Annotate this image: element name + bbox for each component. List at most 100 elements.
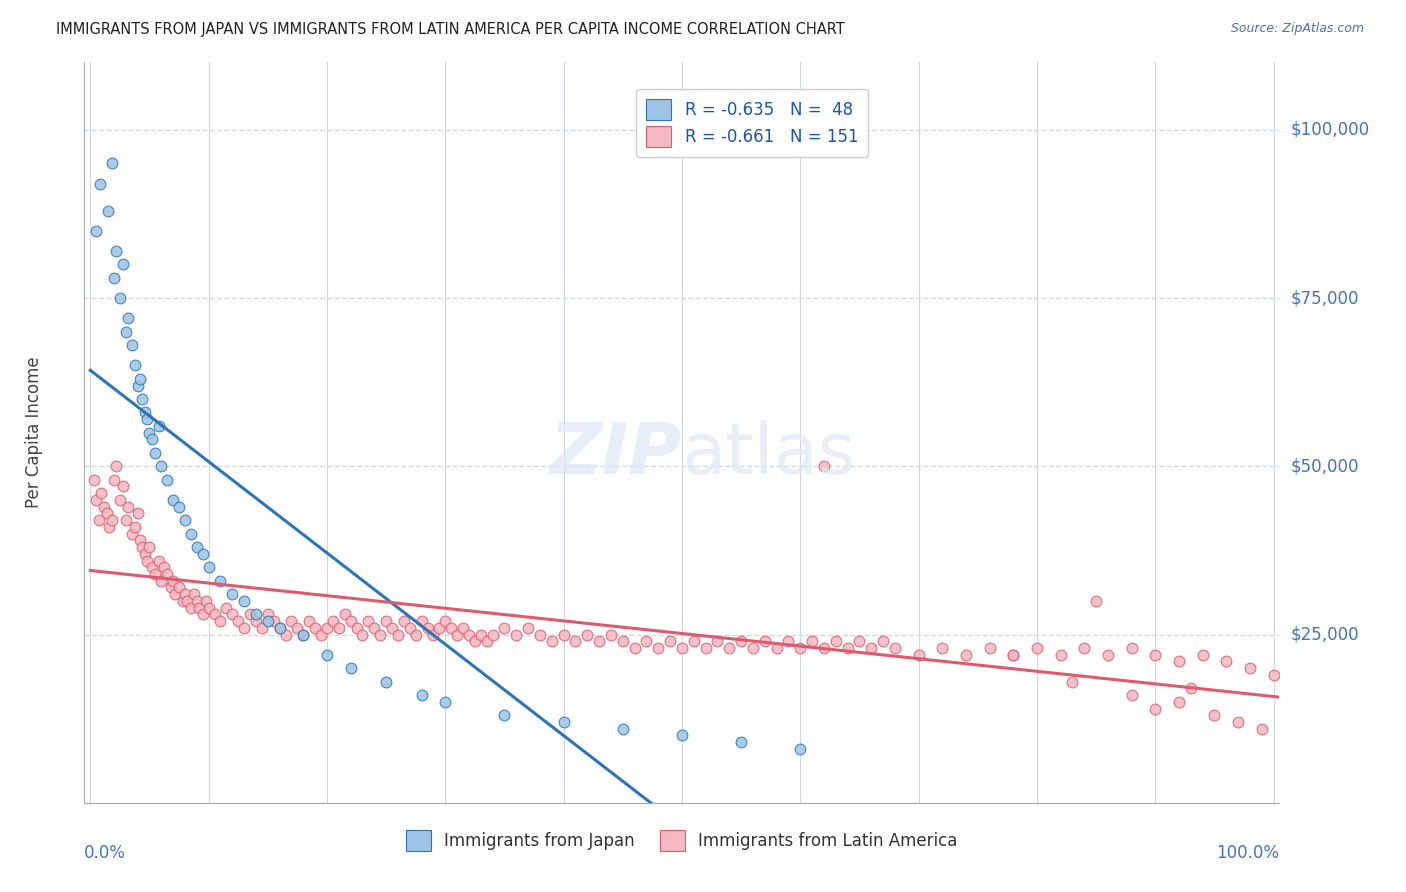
Point <box>647 640 669 655</box>
Text: 100.0%: 100.0% <box>1216 844 1279 862</box>
Point <box>1204 708 1226 723</box>
Point <box>108 291 131 305</box>
Point <box>172 594 194 608</box>
Point <box>148 553 170 567</box>
Point <box>979 640 1001 655</box>
Point <box>245 614 267 628</box>
Point <box>233 621 256 635</box>
Point <box>124 359 146 373</box>
Point <box>180 600 202 615</box>
Point <box>623 640 645 655</box>
Point <box>100 513 122 527</box>
Point <box>695 640 717 655</box>
Point <box>112 257 135 271</box>
Point <box>813 459 835 474</box>
Point <box>741 640 763 655</box>
Point <box>134 547 156 561</box>
Point <box>292 627 315 641</box>
Point <box>754 634 776 648</box>
Point <box>872 634 894 648</box>
Point <box>180 526 202 541</box>
Point <box>860 640 883 655</box>
Point <box>328 621 350 635</box>
Point <box>292 627 315 641</box>
Point <box>156 566 179 581</box>
Point <box>392 614 415 628</box>
Point <box>129 372 152 386</box>
Point <box>517 621 540 635</box>
Point <box>411 688 433 702</box>
Point <box>730 634 752 648</box>
Point <box>87 513 110 527</box>
Text: $100,000: $100,000 <box>1291 120 1369 139</box>
Text: $50,000: $50,000 <box>1291 458 1360 475</box>
Point <box>309 627 332 641</box>
Point <box>1250 722 1272 736</box>
Point <box>186 540 208 554</box>
Point <box>274 627 297 641</box>
Point <box>298 614 321 628</box>
Point <box>434 614 457 628</box>
Point <box>1180 681 1202 696</box>
Point <box>540 634 562 648</box>
Point <box>221 587 243 601</box>
Point <box>188 600 211 615</box>
Point <box>529 627 551 641</box>
Point <box>162 574 184 588</box>
Point <box>422 627 444 641</box>
Point <box>156 473 179 487</box>
Point <box>316 648 339 662</box>
Point <box>112 479 135 493</box>
Point <box>97 203 120 218</box>
Point <box>1167 695 1189 709</box>
Point <box>162 492 184 507</box>
Point <box>150 459 173 474</box>
Point <box>481 627 503 641</box>
Point <box>1121 640 1143 655</box>
Text: IMMIGRANTS FROM JAPAN VS IMMIGRANTS FROM LATIN AMERICA PER CAPITA INCOME CORRELA: IMMIGRANTS FROM JAPAN VS IMMIGRANTS FROM… <box>56 22 845 37</box>
Point <box>117 500 139 514</box>
Point <box>209 574 232 588</box>
Point <box>411 614 433 628</box>
Point <box>427 621 450 635</box>
Point <box>84 224 107 238</box>
Point <box>553 627 575 641</box>
Point <box>494 621 516 635</box>
Point <box>215 600 238 615</box>
Point <box>322 614 344 628</box>
Point <box>446 627 468 641</box>
Point <box>1227 714 1250 729</box>
Point <box>1049 648 1071 662</box>
Point <box>706 634 728 648</box>
Point <box>233 594 256 608</box>
Point <box>143 446 166 460</box>
Point <box>765 640 787 655</box>
Point <box>458 627 481 641</box>
Point <box>955 648 977 662</box>
Point <box>167 581 190 595</box>
Point <box>659 634 682 648</box>
Text: atlas: atlas <box>682 420 856 490</box>
Point <box>98 520 121 534</box>
Point <box>191 607 214 622</box>
Point <box>114 325 136 339</box>
Point <box>375 674 398 689</box>
Point <box>221 607 243 622</box>
Point <box>416 621 439 635</box>
Point <box>470 627 492 641</box>
Point <box>789 742 811 756</box>
Point <box>588 634 610 648</box>
Point <box>197 560 219 574</box>
Point <box>138 425 160 440</box>
Point <box>464 634 486 648</box>
Point <box>339 614 361 628</box>
Point <box>789 640 811 655</box>
Point <box>363 621 385 635</box>
Point <box>612 634 634 648</box>
Point <box>141 560 163 574</box>
Point <box>114 513 136 527</box>
Point <box>1191 648 1213 662</box>
Point <box>931 640 953 655</box>
Point <box>100 156 122 170</box>
Point <box>718 640 741 655</box>
